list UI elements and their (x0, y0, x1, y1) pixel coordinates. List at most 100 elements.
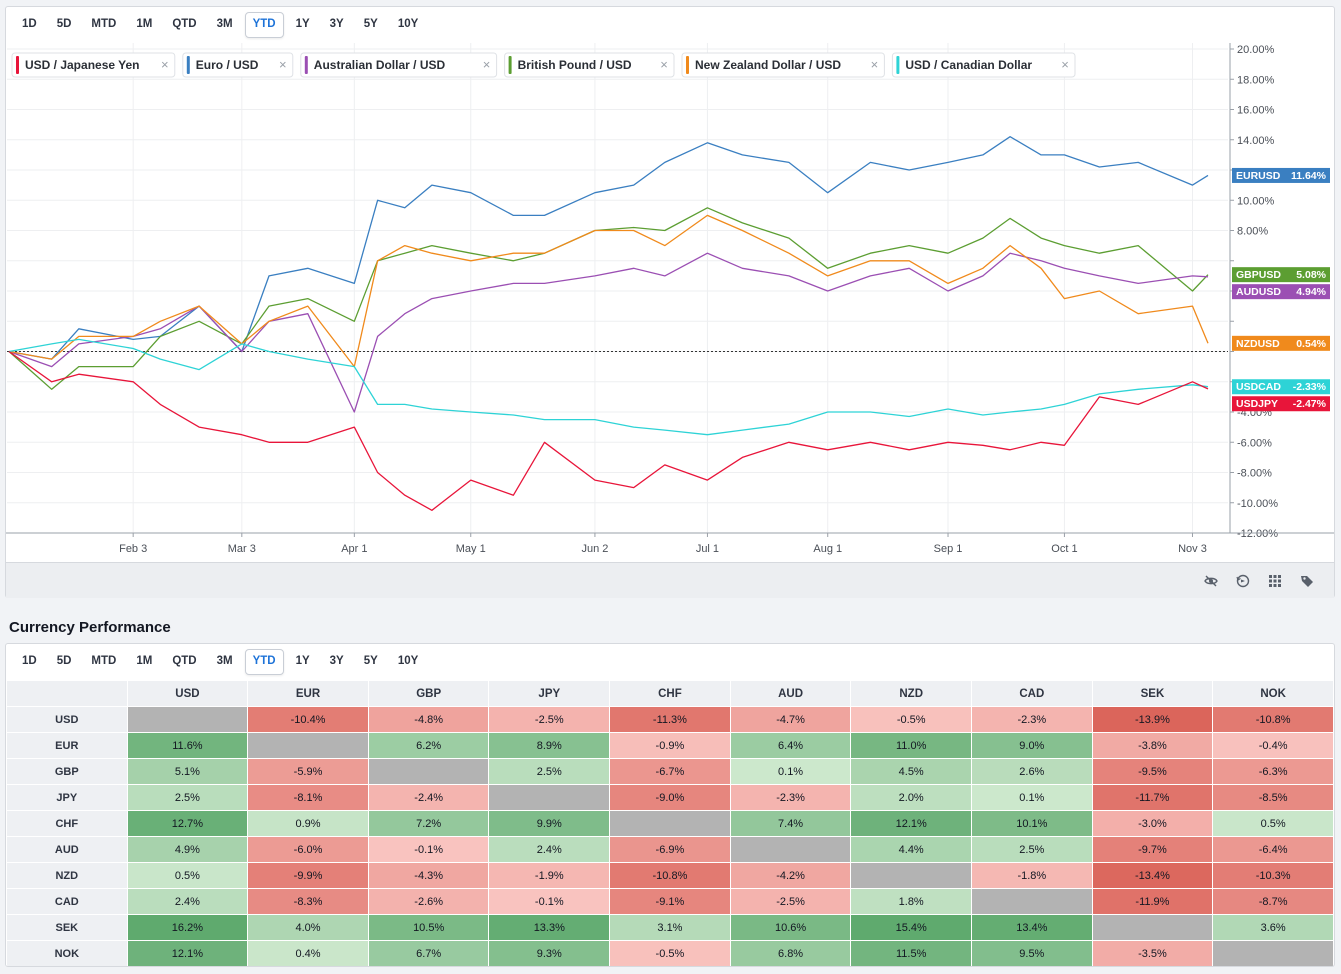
table-cell: -2.5% (729, 888, 852, 915)
range-button-5d[interactable]: 5D (56, 18, 72, 31)
x-tick-label: Jun 2 (581, 543, 608, 555)
table-cell: 2.4% (126, 888, 249, 915)
table-cell: -0.5% (850, 706, 972, 733)
series-line-usdjpy (8, 350, 1209, 511)
table-cell: 9.0% (971, 732, 1093, 759)
y-tick-label: -8.00% (1237, 468, 1272, 480)
y-tick-label: 10.00% (1237, 195, 1275, 207)
legend-chip[interactable]: USD / Japanese Yen × (11, 52, 176, 78)
table-cell: 0.1% (729, 758, 852, 785)
table-cell: -0.5% (609, 940, 731, 966)
legend-swatch (686, 56, 689, 74)
range-button-1m[interactable]: 1M (136, 18, 153, 31)
table-cell: 6.4% (729, 732, 852, 759)
legend-chip[interactable]: British Pound / USD × (504, 52, 675, 78)
close-icon[interactable]: × (1061, 57, 1069, 72)
y-tick-label: 16.00% (1237, 105, 1275, 117)
table-cell: -1.9% (488, 862, 611, 889)
close-icon[interactable]: × (871, 57, 879, 72)
row-header: CAD (6, 888, 128, 915)
table-cell: 6.7% (367, 940, 490, 966)
range-button-3m[interactable]: 3M (216, 18, 233, 31)
series-tag-bg (1232, 167, 1330, 183)
table-cell: -11.9% (1091, 888, 1214, 915)
range-button-1y[interactable]: 1Y (295, 655, 310, 668)
column-header-gbp[interactable]: GBP (367, 680, 490, 707)
range-button-10y[interactable]: 10Y (397, 655, 419, 668)
range-button-1y[interactable]: 1Y (295, 18, 310, 31)
table-cell: 10.5% (367, 914, 490, 941)
column-header-nzd[interactable]: NZD (850, 680, 972, 707)
table-cell (488, 784, 611, 811)
legend-chip[interactable]: Australian Dollar / USD × (300, 52, 498, 78)
row-header: SEK (6, 914, 128, 941)
column-header-jpy[interactable]: JPY (488, 680, 611, 707)
series-tag-bg (1232, 379, 1330, 395)
table-cell: 13.3% (488, 914, 611, 941)
range-button-1d[interactable]: 1D (22, 18, 37, 31)
range-button-10y[interactable]: 10Y (397, 18, 419, 31)
series-tag-value: 0.54% (1296, 338, 1326, 350)
close-icon[interactable]: × (161, 57, 169, 72)
range-button-ytd[interactable]: YTD (244, 12, 284, 38)
range-selector: 1D 5D MTD 1M QTD 3M YTD 1Y 3Y 5Y 10Y (6, 7, 426, 43)
range-button-1m[interactable]: 1M (136, 655, 153, 668)
y-tick-label: -12.00% (1237, 528, 1278, 540)
range-button-5y[interactable]: 5Y (363, 18, 378, 31)
table-cell: -2.5% (488, 706, 611, 733)
y-tick-label: 20.00% (1237, 44, 1275, 56)
chart-panel: 1D 5D MTD 1M QTD 3M YTD 1Y 3Y 5Y 10Y 20.00% 18.00% 1… (5, 6, 1335, 598)
column-header-eur[interactable]: EUR (247, 680, 369, 707)
column-header-nok[interactable]: NOK (1212, 680, 1334, 707)
hide-icon[interactable] (1203, 573, 1219, 589)
range-button-5y[interactable]: 5Y (363, 655, 378, 668)
close-icon[interactable]: × (483, 57, 491, 72)
table-cell: -6.3% (1212, 758, 1334, 785)
column-header-cad[interactable]: CAD (971, 680, 1093, 707)
range-button-mtd[interactable]: MTD (91, 655, 117, 668)
range-button-mtd[interactable]: MTD (91, 18, 117, 31)
series-tag-usdjpy: USDJPY -2.47% (1232, 396, 1330, 412)
legend-chip[interactable]: Euro / USD × (182, 52, 294, 78)
table-cell (850, 862, 972, 889)
range-button-3m[interactable]: 3M (216, 655, 233, 668)
range-button-qtd[interactable]: QTD (172, 655, 197, 668)
legend-swatch (304, 56, 308, 74)
legend-label: New Zealand Dollar / USD (695, 58, 841, 72)
close-icon[interactable]: × (660, 57, 668, 72)
column-header-sek[interactable]: SEK (1091, 680, 1214, 707)
legend-chip[interactable]: New Zealand Dollar / USD × (681, 52, 885, 78)
x-tick-label: Aug 1 (813, 543, 842, 555)
row-header: NZD (6, 862, 128, 889)
grid-icon[interactable] (1267, 573, 1283, 589)
range-button-1d[interactable]: 1D (22, 655, 37, 668)
column-header-aud[interactable]: AUD (729, 680, 852, 707)
column-header-chf[interactable]: CHF (609, 680, 731, 707)
column-header-usd[interactable]: USD (126, 680, 249, 707)
table-cell: -0.1% (367, 836, 490, 863)
x-tick-label: Jul 1 (696, 543, 719, 555)
table-cell: 0.5% (126, 862, 249, 889)
legend-chip[interactable]: USD / Canadian Dollar × (891, 52, 1076, 78)
table-cell: -9.1% (609, 888, 731, 915)
table-cell: -8.5% (1212, 784, 1334, 811)
table-cell (1091, 914, 1214, 941)
range-button-qtd[interactable]: QTD (172, 18, 197, 31)
range-button-3y[interactable]: 3Y (329, 18, 344, 31)
series-tag-name: USDCAD (1236, 381, 1281, 393)
legend-swatch (508, 56, 512, 74)
table-cell: 15.4% (850, 914, 972, 941)
range-button-ytd[interactable]: YTD (244, 649, 284, 675)
table-cell: 0.5% (1212, 810, 1334, 837)
range-button-5d[interactable]: 5D (56, 655, 72, 668)
table-cell: 13.4% (971, 914, 1093, 941)
table-cell: 7.4% (729, 810, 852, 837)
series-tag-name: EURUSD (1236, 170, 1281, 182)
table-cell: -4.2% (729, 862, 852, 889)
x-tick-label: Mar 3 (228, 543, 256, 555)
tag-icon[interactable] (1299, 573, 1315, 589)
series-tag-audusd: AUDUSD 4.94% (1232, 284, 1330, 300)
close-icon[interactable]: × (279, 57, 287, 72)
replay-icon[interactable] (1235, 573, 1251, 589)
range-button-3y[interactable]: 3Y (329, 655, 344, 668)
